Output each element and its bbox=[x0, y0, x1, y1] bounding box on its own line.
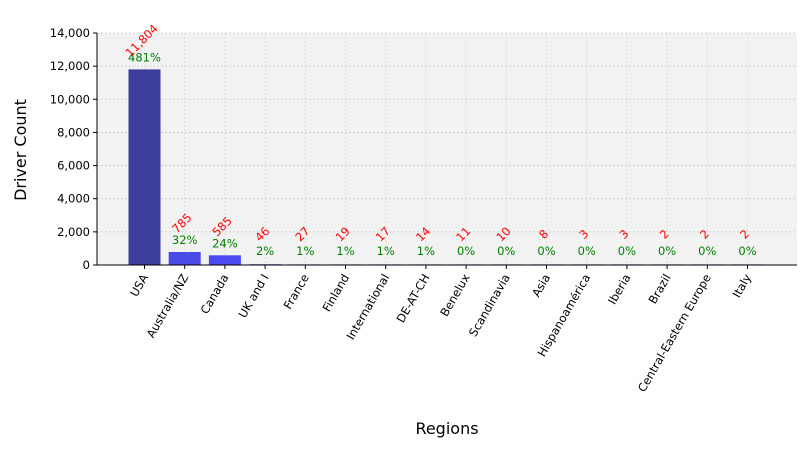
y-tick-label: 10,000 bbox=[50, 92, 90, 106]
x-tick-label: France bbox=[281, 272, 312, 312]
bar bbox=[128, 69, 161, 265]
bar bbox=[208, 255, 241, 265]
growth-label: 0% bbox=[738, 244, 756, 258]
y-tick-label: 2,000 bbox=[57, 225, 90, 239]
x-tick-label: UK and I bbox=[235, 272, 271, 321]
x-tick-label: USA bbox=[127, 271, 151, 299]
y-tick-label: 0 bbox=[83, 258, 90, 272]
y-axis-ticks: 0 2,000 4,000 6,000 8,000 10,000 12,000 14,000 bbox=[50, 26, 97, 272]
x-tick-label: Scandinavia bbox=[466, 272, 513, 339]
x-tick-label: Benelux bbox=[437, 271, 473, 319]
x-tick-label: Asia bbox=[529, 272, 553, 300]
growth-label: 481% bbox=[128, 50, 161, 64]
y-tick-label: 8,000 bbox=[57, 125, 90, 139]
y-axis-label: Driver Count bbox=[11, 99, 30, 201]
growth-label: 0% bbox=[457, 244, 475, 258]
growth-label: 1% bbox=[336, 244, 354, 258]
growth-label: 0% bbox=[698, 244, 716, 258]
x-axis-label: Regions bbox=[415, 419, 478, 438]
growth-label: 32% bbox=[172, 233, 198, 247]
growth-label: 2% bbox=[256, 244, 274, 258]
growth-label: 0% bbox=[578, 244, 596, 258]
x-tick-label: Australia/NZ bbox=[144, 271, 192, 340]
growth-label: 0% bbox=[618, 244, 636, 258]
y-tick-label: 6,000 bbox=[57, 159, 90, 173]
growth-label: 0% bbox=[537, 244, 555, 258]
y-tick-label: 14,000 bbox=[50, 26, 90, 40]
y-tick-label: 4,000 bbox=[57, 192, 90, 206]
bar bbox=[168, 251, 201, 265]
growth-label: 1% bbox=[377, 244, 395, 258]
growth-label: 0% bbox=[658, 244, 676, 258]
x-tick-label: International bbox=[343, 272, 392, 343]
x-tick-label: Finland bbox=[319, 272, 352, 315]
growth-label: 24% bbox=[212, 236, 238, 250]
x-tick-label: Central-Eastern Europe bbox=[635, 272, 714, 395]
growth-label: 1% bbox=[296, 244, 314, 258]
x-tick-label: Iberia bbox=[605, 272, 633, 307]
plot-area bbox=[97, 33, 797, 265]
growth-label: 1% bbox=[417, 244, 435, 258]
x-tick-label: DE-AT-CH bbox=[393, 272, 432, 326]
growth-label: 0% bbox=[497, 244, 515, 258]
y-tick-label: 12,000 bbox=[50, 59, 90, 73]
x-tick-label: Italy bbox=[729, 271, 754, 300]
x-tick-label: Canada bbox=[197, 272, 231, 317]
x-tick-label: Brazil bbox=[646, 272, 674, 307]
